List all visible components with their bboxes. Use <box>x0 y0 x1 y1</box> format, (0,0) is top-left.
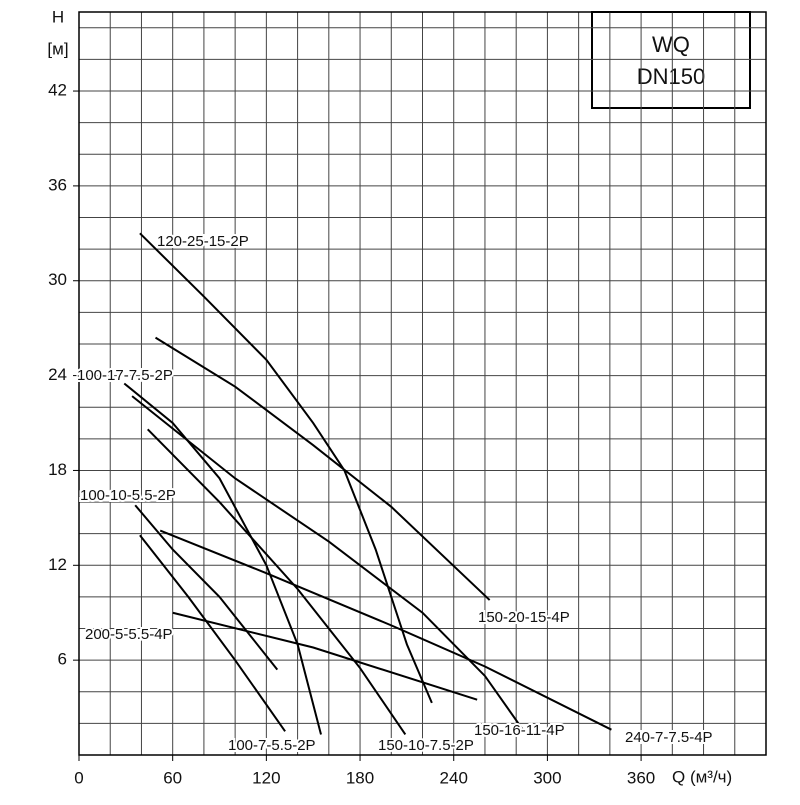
curve-label: 150-10-7.5-2P <box>378 737 474 754</box>
x-tick-label: 360 <box>627 768 655 787</box>
pump-curve <box>123 382 322 735</box>
x-tick-label: 240 <box>440 768 468 787</box>
y-tick-label: 30 <box>48 270 67 289</box>
x-tick-label: 180 <box>346 768 374 787</box>
pump-curve <box>159 529 612 731</box>
pump-curve <box>134 504 279 671</box>
x-tick-label: 0 <box>74 768 83 787</box>
curve-label: 100-7-5.5-2P <box>228 737 316 754</box>
plot-frame <box>78 11 767 756</box>
x-tick-label: 120 <box>252 768 280 787</box>
y-axis-label: [м] <box>47 39 68 58</box>
box-title: WQ <box>652 32 690 57</box>
model-box <box>591 11 751 109</box>
pump-curve <box>139 534 286 732</box>
pump-curve <box>154 336 491 601</box>
y-tick-label: 24 <box>48 365 67 384</box>
x-axis-label: Q (м³/ч) <box>672 767 732 786</box>
y-tick-label: 12 <box>48 555 67 574</box>
y-tick-label: 42 <box>48 81 67 100</box>
curve-label: 100-17-7.5-2P <box>77 367 173 384</box>
pump-curve <box>172 611 478 701</box>
y-tick-label: 6 <box>58 650 67 669</box>
y-axis-label: H <box>52 7 64 26</box>
box-subtitle: DN150 <box>637 64 705 89</box>
pump-curve <box>139 232 433 704</box>
pump-curve <box>131 395 525 732</box>
x-tick-label: 60 <box>163 768 182 787</box>
pump-curve <box>146 428 407 736</box>
curve-label: 150-16-11-4P <box>474 722 565 739</box>
curve-label: 240-7-7.5-4P <box>625 729 713 746</box>
curve-label: 200-5-5.5-4P <box>85 626 173 643</box>
curve-label: 150-20-15-4P <box>478 609 570 626</box>
curve-label: 100-10-5.5-2P <box>80 487 176 504</box>
x-tick-label: 300 <box>533 768 561 787</box>
curve-label: 120-25-15-2P <box>157 233 249 250</box>
y-tick-label: 36 <box>48 175 67 194</box>
y-tick-label: 18 <box>48 460 67 479</box>
